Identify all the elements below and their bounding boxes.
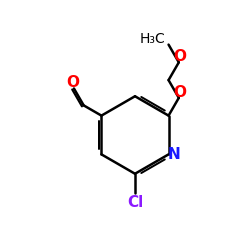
Text: O: O <box>174 85 186 100</box>
Text: Cl: Cl <box>127 195 143 210</box>
Text: O: O <box>174 49 186 64</box>
Text: N: N <box>168 147 180 162</box>
Text: O: O <box>66 75 79 90</box>
Text: H₃C: H₃C <box>140 32 166 46</box>
